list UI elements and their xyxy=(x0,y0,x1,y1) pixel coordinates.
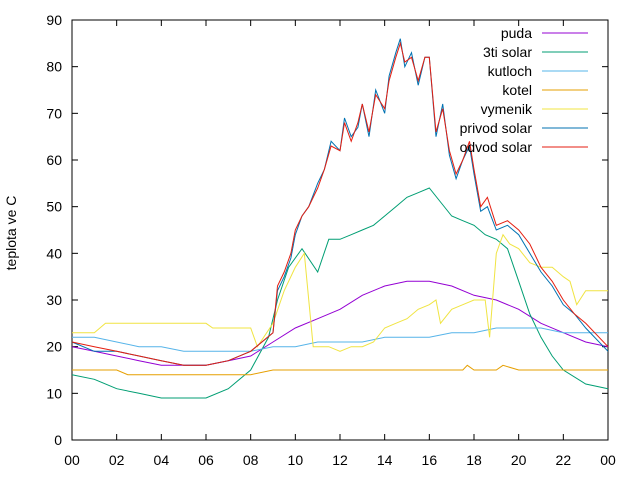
legend-label-kotel: kotel xyxy=(502,82,532,98)
y-tick-label: 10 xyxy=(46,385,62,401)
legend: puda 3ti solar kutloch kotel vymenik privod s… xyxy=(460,25,588,155)
x-tick-label: 10 xyxy=(288,452,304,468)
x-tick-label: 00 xyxy=(64,452,80,468)
legend-label-odvod-solar: odvod solar xyxy=(460,139,533,155)
x-tick-label: 02 xyxy=(109,452,125,468)
y-tick-label: 90 xyxy=(46,12,62,28)
legend-label-privod-solar: privod solar xyxy=(460,120,533,136)
series-line-puda xyxy=(71,280,609,366)
series-lines xyxy=(71,38,609,399)
y-tick-label: 0 xyxy=(54,432,62,448)
legend-label-3ti-solar: 3ti solar xyxy=(483,44,532,60)
x-tick-label: 18 xyxy=(466,452,482,468)
y-tick-label: 30 xyxy=(46,292,62,308)
y-tick-label: 60 xyxy=(46,152,62,168)
legend-label-kutloch: kutloch xyxy=(488,63,532,79)
series-line-3ti-solar xyxy=(71,187,609,399)
x-tick-label: 04 xyxy=(154,452,170,468)
x-tick-label: 12 xyxy=(332,452,348,468)
series-line-kotel xyxy=(72,364,608,376)
series-line-vymenik xyxy=(72,233,608,352)
y-tick-label: 70 xyxy=(46,105,62,121)
y-tick-label: 50 xyxy=(46,199,62,215)
x-tick-label: 20 xyxy=(511,452,527,468)
y-tick-label: 80 xyxy=(46,59,62,75)
series-line-odvod-solar xyxy=(71,41,609,366)
series-line-kutloch xyxy=(72,327,608,352)
axes: 0 10 20 30 40 50 60 70 80 90 00 02 04 06 08 10 12 14 16 18 2… xyxy=(46,12,616,468)
x-tick-label: 08 xyxy=(243,452,259,468)
x-tick-label: 22 xyxy=(556,452,572,468)
x-tick-label: 00 xyxy=(600,452,616,468)
legend-label-vymenik: vymenik xyxy=(481,101,533,117)
y-axis-label: teplota ve C xyxy=(3,196,19,271)
x-tick-label: 14 xyxy=(377,452,393,468)
y-tick-label: 20 xyxy=(46,339,62,355)
x-tick-label: 06 xyxy=(198,452,214,468)
x-tick-label: 16 xyxy=(422,452,438,468)
legend-label-puda: puda xyxy=(501,25,532,41)
y-tick-label: 40 xyxy=(46,245,62,261)
